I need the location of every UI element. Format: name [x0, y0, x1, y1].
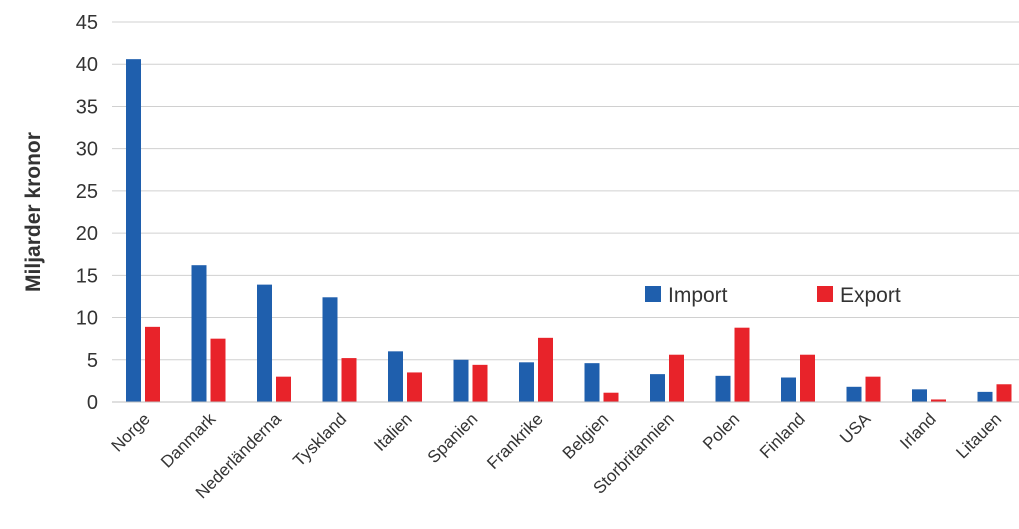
gridlines	[112, 21, 1019, 361]
legend-label-import: Import	[668, 284, 728, 307]
legend-swatch-import	[645, 286, 661, 302]
bar-export-3	[341, 358, 357, 402]
bar-import-3	[322, 297, 338, 402]
legend: Import Export	[645, 284, 901, 307]
x-category-label: USA	[836, 409, 875, 448]
y-tick-label: 45	[76, 12, 98, 34]
bar-export-12	[931, 399, 946, 402]
x-category-label: Litauen	[952, 409, 1005, 462]
bar-export-11	[865, 376, 881, 402]
x-category-label: Frankrike	[483, 409, 547, 473]
x-category-label: Finland	[756, 409, 809, 462]
bar-import-5	[453, 359, 469, 402]
bar-import-8	[650, 374, 665, 402]
y-axis-ticks: 0 5 10 15 20 25 30 35 40 45	[76, 12, 98, 414]
bar-export-8	[669, 354, 684, 402]
legend-swatch-export	[817, 286, 833, 302]
y-tick-label: 35	[76, 96, 98, 118]
y-tick-label: 5	[87, 350, 98, 372]
x-category-label: Norge	[108, 409, 154, 455]
bar-export-7	[603, 392, 619, 402]
x-category-label: Polen	[699, 409, 743, 453]
x-category-label: Irland	[896, 409, 940, 453]
bar-import-7	[584, 363, 600, 402]
y-axis-label: Miljarder kronor	[22, 132, 45, 292]
bar-export-4	[407, 372, 422, 402]
y-tick-label: 15	[76, 265, 98, 287]
x-category-label: Belgien	[559, 409, 613, 463]
bar-export-9	[734, 327, 750, 402]
y-tick-label: 20	[76, 223, 98, 245]
x-category-label: Tyskland	[289, 409, 350, 470]
x-category-label: Danmark	[157, 409, 220, 472]
bar-import-0	[126, 59, 141, 403]
bar-import-6	[519, 362, 534, 402]
y-tick-label: 40	[76, 54, 98, 76]
y-tick-label: 25	[76, 181, 98, 203]
bar-export-0	[145, 326, 160, 402]
bar-export-2	[276, 376, 291, 402]
bar-import-12	[912, 389, 927, 402]
y-tick-label: 30	[76, 139, 98, 161]
legend-label-export: Export	[840, 284, 901, 307]
bars	[126, 59, 1012, 403]
x-category-label: Spanien	[424, 409, 482, 467]
x-category-label: Italien	[370, 409, 416, 455]
bar-import-11	[846, 386, 862, 402]
y-tick-label: 0	[87, 392, 98, 414]
bar-import-10	[781, 377, 796, 402]
y-tick-label: 10	[76, 308, 98, 330]
bar-export-10	[800, 354, 815, 402]
bar-import-2	[257, 284, 272, 402]
bar-export-6	[538, 337, 553, 402]
bar-export-1	[210, 338, 226, 402]
bar-import-9	[715, 375, 731, 402]
bar-import-13	[977, 391, 993, 402]
bar-import-4	[388, 351, 403, 402]
bar-export-13	[996, 384, 1012, 402]
bar-import-1	[191, 265, 207, 402]
bar-export-5	[472, 364, 488, 402]
